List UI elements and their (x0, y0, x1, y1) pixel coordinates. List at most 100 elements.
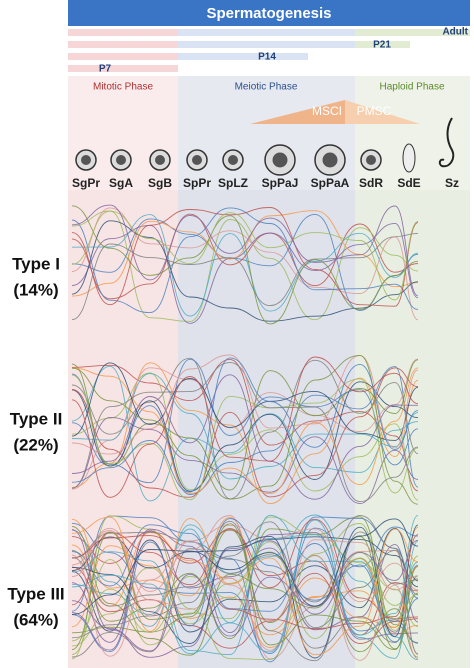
msci-ramp (250, 100, 345, 124)
profile-curve (71, 373, 419, 480)
type-name: Type I (12, 254, 60, 273)
profile-curve (71, 220, 419, 322)
profile-curve (71, 205, 419, 325)
age-bar (355, 41, 410, 48)
age-bar (68, 41, 178, 48)
profile-curve (71, 365, 419, 502)
profile-curve (71, 362, 419, 441)
profile-curve (71, 518, 419, 615)
profile-curve (71, 232, 419, 321)
profile-curve (71, 536, 419, 588)
mitotic-header (68, 76, 178, 190)
cell-label: SdE (397, 176, 420, 190)
age-bar (355, 29, 470, 36)
profile-curve (71, 374, 419, 500)
pmsc-ramp (345, 100, 420, 124)
profile-curve (71, 518, 419, 653)
profile-curve (71, 541, 419, 642)
profile-curve (71, 515, 419, 660)
cell-nucleus (272, 152, 288, 168)
cell-nucleus (366, 155, 376, 165)
type-name: Type II (10, 409, 63, 428)
age-bar (68, 29, 178, 36)
age-label: P7 (99, 64, 112, 75)
title-bar (68, 0, 470, 26)
profile-curve (71, 207, 419, 307)
cell-label: SgPr (72, 176, 100, 190)
profile-curve (71, 357, 419, 500)
cell-nucleus (155, 155, 165, 165)
profile-curve (71, 207, 419, 314)
phase-label: Meiotic Phase (235, 82, 298, 93)
profile-curve (71, 548, 419, 658)
profile-curve (71, 531, 419, 651)
profile-curve (71, 519, 419, 659)
profile-curve (71, 529, 419, 652)
profile-curve (71, 528, 419, 651)
profile-curve (71, 534, 419, 629)
cell-nucleus (192, 155, 202, 165)
profile-curve (71, 214, 419, 317)
profile-curve (71, 521, 419, 629)
cell-label: Sz (445, 176, 459, 190)
age-label: Adult (442, 27, 468, 38)
type-share: (14%) (13, 280, 58, 299)
cell-label: SdR (359, 176, 383, 190)
cell-icon (402, 143, 416, 173)
profile-curve (71, 356, 419, 498)
profile-curve (71, 515, 419, 663)
cell-nucleus (81, 155, 91, 165)
profile-curve (71, 524, 419, 659)
profile-curve (71, 204, 419, 297)
profile-curve (71, 545, 419, 636)
profile-curve (71, 359, 419, 491)
age-bar (178, 53, 308, 60)
profile-curve (71, 381, 419, 492)
title: Spermatogenesis (206, 5, 331, 22)
profile-curve (71, 526, 419, 656)
profile-curve (71, 372, 419, 501)
type-name: Type III (7, 584, 64, 603)
type-share: (22%) (13, 435, 58, 454)
age-bars (68, 29, 470, 72)
types: Type I (14%) Type II (22%) Type III (64%) (7, 254, 64, 629)
profile-curve (71, 524, 419, 644)
profile-curve (71, 516, 419, 656)
haploid-header (355, 76, 470, 190)
phase-label: Haploid Phase (379, 82, 444, 93)
profile-curve (71, 207, 419, 321)
cell-label: SpLZ (218, 176, 248, 190)
profile-curve (71, 514, 419, 636)
age-bar (68, 53, 178, 60)
type-share: (64%) (13, 610, 58, 629)
profile-curve (71, 354, 419, 455)
profile-curve (71, 354, 419, 505)
profile-curve (71, 515, 419, 655)
profile-curve (71, 529, 419, 636)
cell-label: SgA (109, 176, 133, 190)
age-label: P14 (258, 52, 276, 63)
cell-nucleus (228, 155, 238, 165)
cell-label: SpPaA (311, 176, 350, 190)
profile-curve (71, 515, 419, 661)
profile-curve (71, 210, 419, 301)
cell-label: SgB (148, 176, 172, 190)
msci-label: MSCI (312, 104, 342, 118)
profile-curve (71, 213, 419, 300)
profile-curve (71, 362, 419, 503)
profile-curve (71, 210, 419, 322)
cell-nucleus (322, 152, 338, 168)
profiles (71, 204, 419, 663)
age-bar (178, 29, 355, 36)
age-label: P21 (373, 40, 391, 51)
cell-nucleus (116, 155, 126, 165)
sperm-icon (438, 117, 455, 168)
profile-curve (71, 523, 419, 651)
cell-label: SpPaJ (262, 176, 299, 190)
profile-curve (71, 367, 419, 495)
profile-curve (71, 374, 419, 501)
age-bar (68, 65, 178, 72)
phase-label: Mitotic Phase (93, 82, 153, 93)
pmsc-label: PMSC (357, 104, 392, 118)
